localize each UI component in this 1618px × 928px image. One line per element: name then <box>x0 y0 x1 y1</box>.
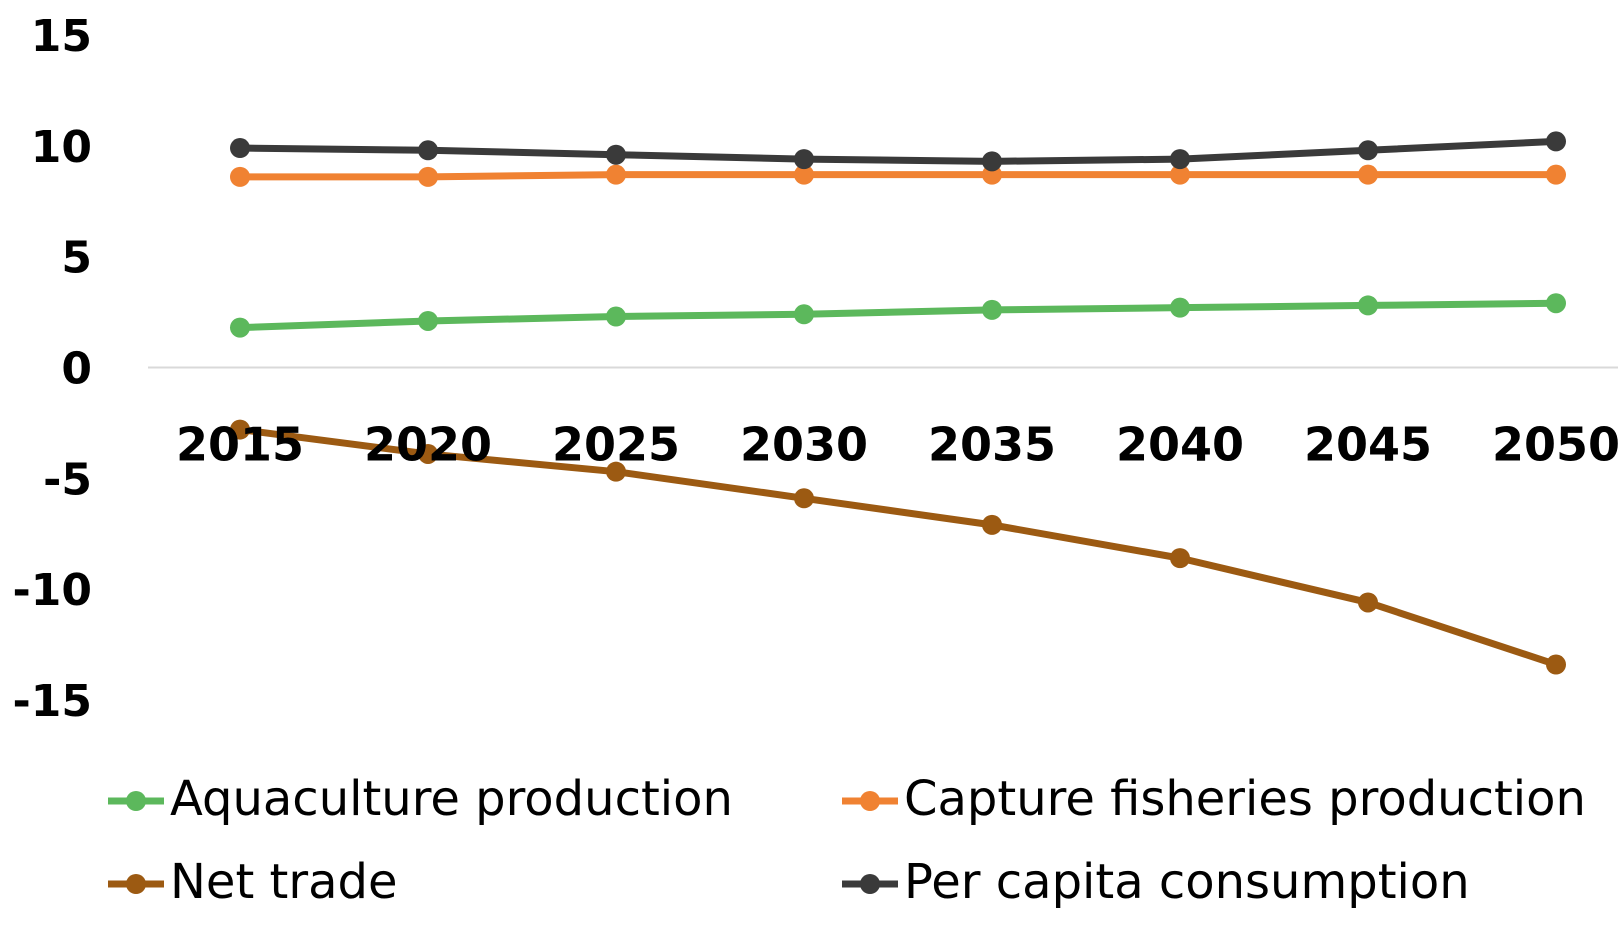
x-tick-label: 2035 <box>928 418 1056 472</box>
data-point <box>418 166 438 187</box>
series-lines <box>230 131 1566 675</box>
legend-swatch-marker <box>860 874 880 894</box>
data-point <box>418 140 438 161</box>
data-point <box>1546 293 1566 314</box>
data-point <box>982 151 1002 172</box>
y-tick-label: 0 <box>61 344 92 395</box>
data-point <box>1358 295 1378 316</box>
data-point <box>1170 164 1190 185</box>
legend: Aquaculture production Capture fisheries … <box>108 771 1586 910</box>
legend-item: Capture fisheries production <box>842 771 1586 827</box>
y-axis-ticks: 15 10 5 0 -5 -10 -15 <box>13 11 93 727</box>
y-tick-label: 10 <box>31 122 92 173</box>
data-point <box>1170 297 1190 318</box>
series-net-trade <box>230 419 1566 675</box>
x-tick-label: 2030 <box>740 418 868 472</box>
data-point <box>606 164 626 185</box>
data-point <box>1358 140 1378 161</box>
legend-swatch-marker <box>126 874 146 894</box>
data-point <box>1358 592 1378 613</box>
data-point <box>1546 131 1566 152</box>
data-point <box>230 419 250 440</box>
data-point <box>794 164 814 185</box>
y-tick-label: 15 <box>31 11 92 62</box>
data-point <box>1170 149 1190 170</box>
data-point <box>982 514 1002 535</box>
legend-label: Net trade <box>170 854 397 910</box>
data-point <box>794 304 814 325</box>
x-tick-label: 2045 <box>1304 418 1432 472</box>
legend-item: Aquaculture production <box>108 771 733 827</box>
series-aquaculture-production <box>230 293 1566 338</box>
data-point <box>230 166 250 187</box>
series-capture-fisheries-production <box>230 164 1566 187</box>
data-point <box>982 299 1002 320</box>
series-per-capita-consumption <box>230 131 1566 172</box>
series-line <box>236 171 1560 181</box>
series-line <box>236 299 1560 332</box>
legend-swatch-marker <box>860 791 880 811</box>
data-point <box>230 138 250 159</box>
legend-label: Capture fisheries production <box>904 771 1586 827</box>
x-tick-label: 2050 <box>1492 418 1618 472</box>
legend-swatch-marker <box>126 791 146 811</box>
data-point <box>418 443 438 464</box>
legend-label: Aquaculture production <box>170 771 733 827</box>
data-point <box>606 144 626 165</box>
y-tick-label: 5 <box>61 233 92 284</box>
data-point <box>418 310 438 331</box>
data-point <box>1170 548 1190 569</box>
y-tick-label: -10 <box>13 565 93 616</box>
data-point <box>794 149 814 170</box>
legend-item: Per capita consumption <box>842 854 1470 910</box>
data-point <box>606 461 626 482</box>
series-line <box>236 426 1560 669</box>
data-point <box>1546 654 1566 675</box>
data-point <box>1358 164 1378 185</box>
legend-item: Net trade <box>108 854 397 910</box>
data-point <box>606 306 626 327</box>
x-axis-ticks: 2015 2020 2025 2030 2035 2040 2045 2050 <box>176 418 1618 472</box>
data-point <box>1546 164 1566 185</box>
x-tick-label: 2020 <box>364 418 492 472</box>
data-point <box>230 317 250 338</box>
x-tick-label: 2015 <box>176 418 304 472</box>
series-line <box>236 137 1560 165</box>
legend-label: Per capita consumption <box>904 854 1470 910</box>
x-tick-label: 2025 <box>552 418 680 472</box>
data-point <box>794 488 814 509</box>
y-tick-label: -5 <box>43 454 92 505</box>
x-tick-label: 2040 <box>1116 418 1244 472</box>
y-tick-label: -15 <box>13 676 93 727</box>
